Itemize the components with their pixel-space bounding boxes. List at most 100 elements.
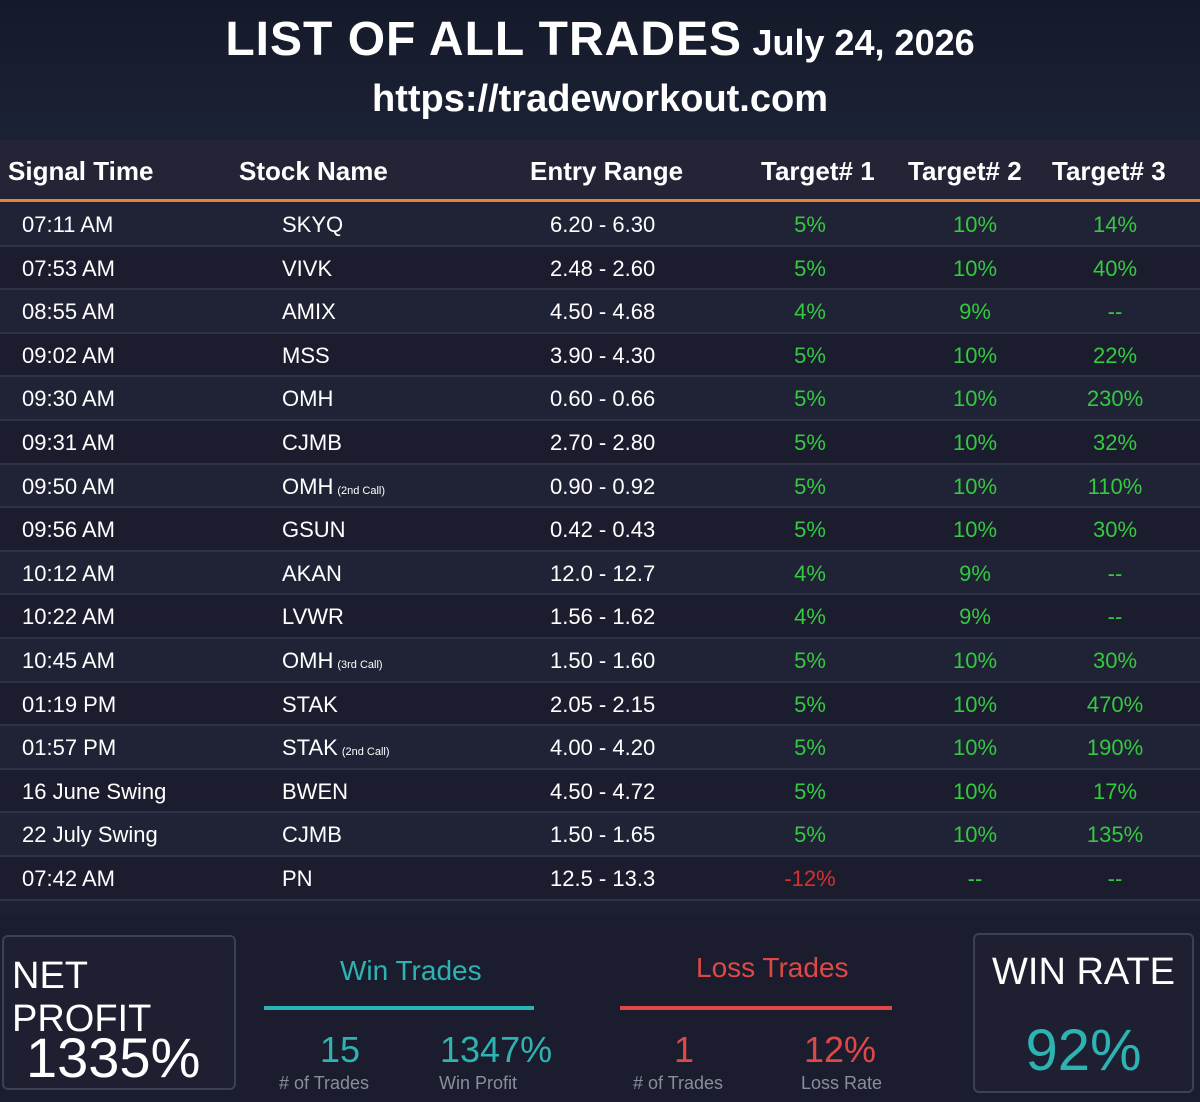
stock-name-cell: STAK (2nd Call) <box>282 735 390 761</box>
target-2-cell: 9% <box>959 560 991 586</box>
call-note: (2nd Call) <box>341 746 390 759</box>
table-row: 22 July Swing CJMB 1.50 - 1.65 5% 10% 135% <box>0 813 1200 857</box>
signal-time-cell: 09:30 AM <box>22 386 115 412</box>
stock-symbol: PN <box>282 865 313 891</box>
entry-range-cell: 12.0 - 12.7 <box>550 560 656 586</box>
call-note: (3rd Call) <box>337 658 383 671</box>
target-1-cell: 5% <box>794 255 826 281</box>
page-title: LIST OF ALL TRADES <box>225 13 743 66</box>
stock-symbol: MSS <box>282 342 330 368</box>
table-row: 09:31 AM CJMB 2.70 - 2.80 5% 10% 32% <box>0 420 1200 465</box>
table-row: 01:57 PM STAK (2nd Call) 4.00 - 4.20 5% 10% 19… <box>0 726 1200 770</box>
entry-range-cell: 0.42 - 0.43 <box>550 517 656 543</box>
entry-range-cell: 4.00 - 4.20 <box>550 735 656 761</box>
target-2-cell: 9% <box>959 604 991 630</box>
trades-table: 07:11 AM SKYQ 6.20 - 6.30 5% 10% 14% 07:53 AM V… <box>0 203 1200 901</box>
win-rate-value: 92% <box>1025 1018 1142 1083</box>
signal-time-cell: 10:12 AM <box>22 560 115 586</box>
target-1-cell: 5% <box>794 647 826 673</box>
entry-range-cell: 12.5 - 13.3 <box>550 865 656 891</box>
stock-name-cell: BWEN <box>282 779 348 805</box>
stock-name-cell: OMH <box>282 386 333 412</box>
target-3-cell: 17% <box>1092 778 1138 804</box>
stock-symbol: VIVK <box>282 255 333 281</box>
target-3-cell: -- <box>1107 604 1123 630</box>
target-1-cell: 4% <box>794 604 826 630</box>
target-1-cell: 5% <box>794 735 826 761</box>
target-1-cell: 4% <box>794 560 826 586</box>
win-trades-divider <box>264 1006 534 1010</box>
target-2-cell: 10% <box>952 822 998 848</box>
col-signal-time: Signal Time <box>8 156 154 186</box>
entry-range-cell: 3.90 - 4.30 <box>550 342 656 368</box>
entry-range-cell: 1.50 - 1.65 <box>550 822 656 848</box>
target-3-cell: 190% <box>1086 735 1144 761</box>
table-row: 10:45 AM OMH (3rd Call) 1.50 - 1.60 5% 10% 30% <box>0 638 1200 683</box>
table-row: 07:42 AM PN 12.5 - 13.3 -12% -- -- <box>0 856 1200 901</box>
table-header: Signal Time Stock Name Entry Range Targe… <box>0 140 1200 202</box>
loss-trades-divider <box>620 1006 892 1010</box>
table-row: 09:30 AM OMH 0.60 - 0.66 5% 10% 230% <box>0 377 1200 421</box>
target-3-cell: -- <box>1107 560 1123 586</box>
target-1-cell: 5% <box>794 517 826 543</box>
table-row: 08:55 AM AMIX 4.50 - 4.68 4% 9% -- <box>0 290 1200 334</box>
target-2-cell: 10% <box>952 212 998 237</box>
win-trades-title: Win Trades <box>340 955 482 986</box>
win-rate-label: WIN RATE <box>992 951 1175 993</box>
site-url: https://tradeworkout.com <box>371 78 829 120</box>
loss-rate: 12% <box>804 1029 877 1070</box>
target-2-cell: 10% <box>952 342 998 368</box>
target-2-cell: 10% <box>952 473 998 499</box>
stock-name-cell: OMH (2nd Call) <box>282 474 385 500</box>
signal-time-cell: 07:11 AM <box>22 212 114 237</box>
entry-range-cell: 4.50 - 4.72 <box>550 778 656 804</box>
net-profit-label: NET PROFIT <box>12 955 152 1040</box>
target-3-cell: 32% <box>1092 429 1138 455</box>
stock-symbol: CJMB <box>282 822 342 848</box>
stock-symbol: OMH <box>282 386 334 412</box>
stock-symbol: SKYQ <box>282 212 344 237</box>
signal-time-cell: 01:57 PM <box>22 735 117 761</box>
stock-name-cell: PN <box>282 866 313 892</box>
stock-symbol: AKAN <box>282 560 342 586</box>
col-stock-name: Stock Name <box>239 156 388 186</box>
win-count: 15 <box>320 1029 361 1070</box>
stock-name-cell: STAK <box>282 692 338 718</box>
signal-time-cell: 16 June Swing <box>22 778 167 804</box>
stock-symbol: OMH <box>282 647 334 673</box>
target-3-cell: 14% <box>1092 212 1138 237</box>
entry-range-cell: 2.70 - 2.80 <box>550 429 656 455</box>
table-row: 07:53 AM VIVK 2.48 - 2.60 5% 10% 40% <box>0 246 1200 291</box>
page-header: LIST OF ALL TRADES July 24, 2026 https:/… <box>0 0 1200 140</box>
stock-symbol: LVWR <box>282 604 344 630</box>
target-2-cell: 10% <box>952 517 998 543</box>
table-row: 09:02 AM MSS 3.90 - 4.30 5% 10% 22% <box>0 333 1200 378</box>
target-2-cell: 9% <box>959 299 991 325</box>
target-3-cell: 110% <box>1087 473 1143 499</box>
table-row: 09:56 AM GSUN 0.42 - 0.43 5% 10% 30% <box>0 508 1200 552</box>
entry-range-cell: 4.50 - 4.68 <box>550 299 656 325</box>
signal-time-cell: 10:45 AM <box>22 647 115 673</box>
net-profit-box: NET PROFIT 1335% <box>2 935 236 1090</box>
stock-name-cell: SKYQ <box>282 212 343 238</box>
target-2-cell: 10% <box>952 386 998 412</box>
page-date: July 24, 2026 <box>752 22 975 63</box>
col-target-1: Target# 1 <box>761 156 875 186</box>
target-1-cell: -12% <box>784 865 836 891</box>
win-profit: 1347% <box>440 1029 553 1070</box>
stock-name-cell: MSS <box>282 343 330 369</box>
table-row: 09:50 AM OMH (2nd Call) 0.90 - 0.92 5% 10% 110… <box>0 464 1200 509</box>
entry-range-cell: 1.50 - 1.60 <box>550 647 656 673</box>
stock-name-cell: AKAN <box>282 561 342 587</box>
stock-symbol: BWEN <box>282 778 348 804</box>
stock-symbol: STAK <box>282 691 338 717</box>
target-1-cell: 5% <box>794 342 826 368</box>
target-3-cell: 135% <box>1086 822 1144 848</box>
signal-time-cell: 01:19 PM <box>22 691 117 717</box>
signal-time-cell: 09:50 AM <box>22 473 115 499</box>
win-count-label: # of Trades <box>279 1073 370 1093</box>
target-1-cell: 5% <box>794 429 826 455</box>
call-note: (2nd Call) <box>337 484 386 497</box>
stock-name-cell: OMH (3rd Call) <box>282 648 383 674</box>
summary-panel: NET PROFIT 1335% Win Trades 15 # of Trad… <box>0 915 1200 1102</box>
